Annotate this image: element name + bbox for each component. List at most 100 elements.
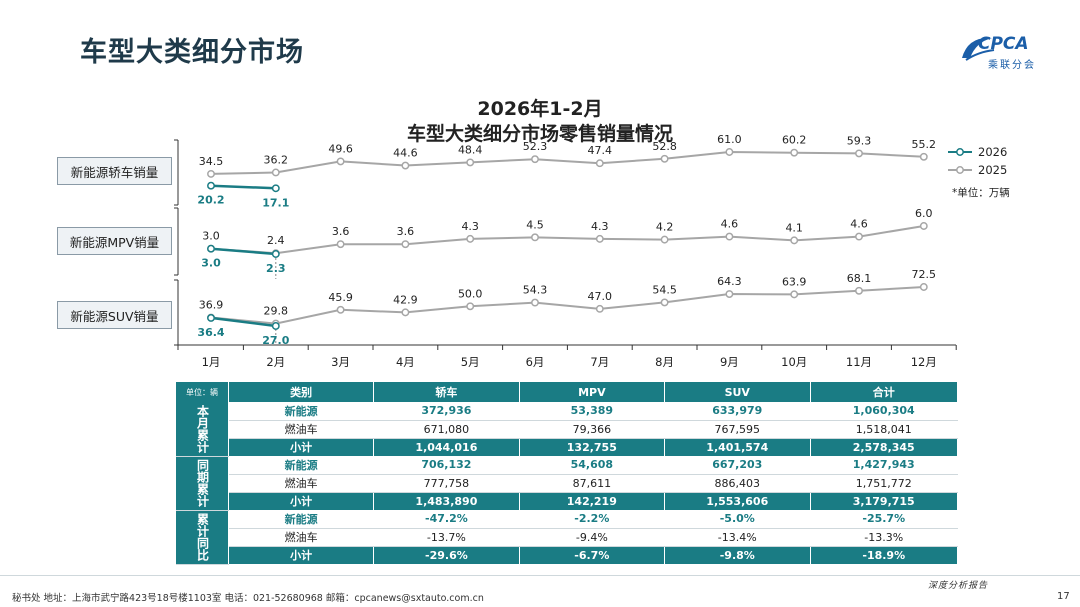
data-label-2025: 61.0 [717, 133, 742, 146]
data-label-2025: 50.0 [458, 287, 483, 300]
data-point-2025 [595, 234, 604, 243]
table-cell: 142,219 [519, 492, 666, 510]
cpca-logo: CPCA 乘联分会 [958, 30, 1060, 71]
table-cell: 1,553,606 [664, 492, 811, 510]
table-cell: -2.2% [519, 510, 666, 529]
data-label-2025: 54.3 [523, 284, 548, 297]
x-tick-label: 7月 [590, 355, 609, 369]
table-cell: 3,179,715 [810, 492, 958, 510]
data-label-2025: 55.2 [912, 138, 937, 151]
data-label-2025: 44.6 [393, 147, 418, 160]
data-point-2026 [271, 250, 280, 258]
table-unit-label: 单位：辆 [176, 382, 229, 402]
data-point-2025 [336, 240, 345, 249]
data-point-2025 [336, 157, 345, 166]
data-label-2026: 17.1 [262, 196, 289, 209]
chart-title-line2: 车型大类细分市场零售销量情况 [406, 123, 673, 145]
data-label-2025: 36.9 [199, 299, 224, 312]
data-point-2025 [855, 286, 863, 295]
table-cell: 886,403 [664, 474, 811, 493]
legend-label: 2025 [978, 163, 1007, 177]
data-label-2025: 4.3 [461, 220, 479, 233]
data-point-2025 [660, 235, 669, 244]
table-cell: 777,758 [373, 474, 520, 493]
table-cell: -6.7% [519, 546, 666, 564]
data-point-2025 [790, 236, 799, 245]
data-point-2026 [207, 244, 215, 253]
table-header-category: 类别 [228, 382, 375, 402]
data-point-2025 [466, 302, 475, 311]
table-row-label: 燃油车 [228, 420, 375, 439]
data-point-2025 [790, 290, 799, 299]
legend-label: 2026 [978, 145, 1007, 159]
data-label-2025: 60.2 [782, 134, 807, 147]
table-row-label: 燃油车 [228, 528, 375, 547]
table-cell: -13.7% [373, 528, 520, 547]
table-row-label: 新能源 [228, 402, 375, 421]
data-point-2025 [531, 233, 539, 242]
data-label-2025: 48.4 [458, 143, 483, 156]
logo-text: CPCA [978, 34, 1029, 54]
table-group-label: 累计同比 [176, 510, 229, 565]
table-row: 本月累计 新能源 372,936 53,389 633,979 1,060,304 [176, 402, 958, 457]
page-number: 17 [1057, 591, 1070, 602]
data-label-2025: 68.1 [847, 272, 872, 285]
data-point-2025 [401, 240, 410, 249]
data-point-2026 [207, 313, 215, 322]
table-cell: -18.9% [810, 546, 958, 564]
table-row-label: 燃油车 [228, 474, 375, 493]
table-cell: 1,401,574 [664, 438, 811, 456]
table-cell: -47.2% [373, 510, 520, 529]
data-label-2025: 34.5 [199, 155, 224, 168]
table-row-label: 新能源 [228, 456, 375, 475]
series-line-2026 [210, 184, 276, 190]
data-label-2025: 29.8 [264, 305, 289, 318]
table-cell: 667,203 [664, 456, 811, 475]
table-row: 小计 1,483,890 142,219 1,553,606 3,179,715 [176, 492, 958, 510]
table-group-label: 本月累计 [176, 402, 229, 457]
data-label-2026: 36.4 [197, 326, 224, 339]
x-tick-label: 5月 [461, 355, 480, 369]
table-cell: 1,751,772 [810, 474, 958, 493]
data-label-2025: 45.9 [328, 291, 353, 304]
data-point-2025 [919, 222, 928, 230]
table-cell: -25.7% [810, 510, 958, 529]
data-label-2025: 64.3 [717, 275, 742, 288]
data-label-2025: 3.6 [397, 225, 415, 238]
data-point-2025 [336, 305, 345, 314]
data-point-2025 [790, 148, 799, 157]
data-label-2025: 52.8 [652, 140, 677, 153]
data-point-2025 [595, 304, 604, 313]
x-tick-label: 12月 [911, 355, 937, 369]
unit-note: *单位：万辆 [952, 186, 1010, 199]
table-row-label: 新能源 [228, 510, 375, 529]
x-tick-label: 2月 [266, 355, 285, 369]
table-cell: 53,389 [519, 402, 666, 421]
data-label-2025: 47.0 [588, 290, 613, 303]
data-label-2025: 59.3 [847, 134, 872, 147]
table-cell: 767,595 [664, 420, 811, 439]
data-label-2026: 2.3 [266, 262, 286, 275]
table-cell: 633,979 [664, 402, 811, 421]
x-tick-label: 9月 [720, 355, 739, 369]
table-header-mpv: MPV [519, 382, 666, 402]
data-point-2026 [271, 322, 280, 330]
data-point-2025 [660, 154, 669, 163]
table-row: 燃油车 -13.7% -9.4% -13.4% -13.3% [176, 528, 958, 547]
legend-marker [956, 166, 964, 174]
table-row: 同期累计 新能源 706,132 54,608 667,203 1,427,943 [176, 456, 958, 511]
table-cell: 372,936 [373, 402, 520, 421]
data-point-2025 [725, 148, 734, 156]
footer-divider [0, 575, 1080, 576]
table-cell: 79,366 [519, 420, 666, 439]
data-label-2025: 4.3 [591, 220, 609, 233]
data-point-2025 [919, 283, 928, 291]
data-label-2025: 63.9 [782, 275, 807, 288]
table-cell: 132,755 [519, 438, 666, 456]
x-tick-label: 1月 [202, 355, 221, 369]
table-cell: 671,080 [373, 420, 520, 439]
data-point-2025 [531, 298, 539, 307]
x-tick-label: 4月 [396, 355, 415, 369]
table-header-suv: SUV [664, 382, 811, 402]
data-label-2026: 27.0 [262, 334, 289, 347]
